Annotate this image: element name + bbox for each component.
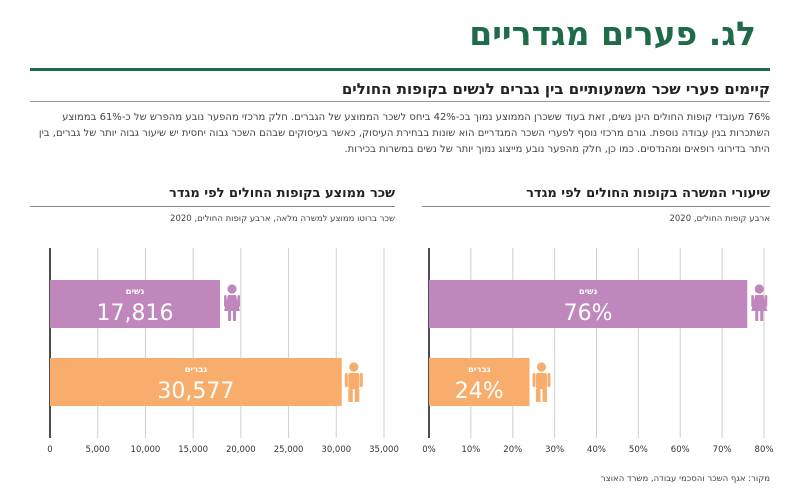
x-tick-label: 60%: [671, 445, 690, 455]
chart-subtitle-salary: שכר ברוטו ממוצע למשרה מלאה, ארבע קופות ה…: [170, 214, 395, 224]
bar-women: [429, 280, 748, 328]
x-tick-label: 10,000: [131, 445, 161, 455]
title-divider: [30, 68, 770, 71]
chart-divider-employment: [422, 206, 770, 207]
bar-value-label: 17,816: [97, 301, 174, 326]
source-note: מקור: אגף השכר והסכמי עבודה, משרד האוצר: [600, 474, 770, 484]
bar-women: [50, 280, 221, 328]
section-divider: [30, 101, 770, 102]
x-tick-label: 30%: [545, 445, 564, 455]
bar-men: [50, 358, 342, 406]
page-title: לג. פערים מגדריים: [469, 14, 756, 53]
bar-category-label: נשים: [126, 287, 145, 297]
bar-category-label: גברים: [468, 365, 491, 375]
x-tick-label: 35,000: [369, 445, 399, 455]
x-tick-label: 10%: [461, 445, 480, 455]
man-icon: [532, 362, 551, 402]
bar-value-label: 30,577: [157, 379, 234, 404]
bar-value-label: 24%: [455, 379, 504, 404]
woman-icon: [751, 284, 768, 321]
x-tick-label: 0: [47, 445, 52, 455]
chart-subtitle-employment: ארבע קופות החולים, 2020: [669, 214, 770, 224]
chart-title-salary: שכר ממוצע בקופות החולים לפי מגדר: [169, 186, 395, 201]
x-tick-label: 20%: [503, 445, 522, 455]
x-tick-label: 25,000: [274, 445, 304, 455]
x-tick-label: 30,000: [321, 445, 351, 455]
woman-icon: [224, 284, 241, 321]
x-tick-label: 40%: [587, 445, 606, 455]
x-tick-label: 20,000: [226, 445, 256, 455]
x-tick-label: 50%: [629, 445, 648, 455]
bar-category-label: נשים: [579, 287, 598, 297]
intro-paragraph: 76% מעובדי קופות החולים הינן נשים, זאת ב…: [38, 112, 770, 155]
x-tick-label: 80%: [755, 445, 774, 455]
section-title: קיימים פערי שכר משמעותיים בין גברים לנשי…: [341, 80, 770, 98]
bar-category-label: גברים: [185, 365, 208, 375]
chart-divider-salary: [30, 206, 395, 207]
bar-men: [429, 358, 530, 406]
chart-title-employment: שיעורי המשרה בקופות החולים לפי מגדר: [526, 186, 770, 201]
x-tick-label: 15,000: [178, 445, 208, 455]
x-tick-label: 5,000: [86, 445, 110, 455]
bar-value-label: 76%: [564, 301, 613, 326]
x-tick-label: 0%: [422, 445, 436, 455]
x-tick-label: 70%: [713, 445, 732, 455]
man-icon: [344, 362, 363, 402]
